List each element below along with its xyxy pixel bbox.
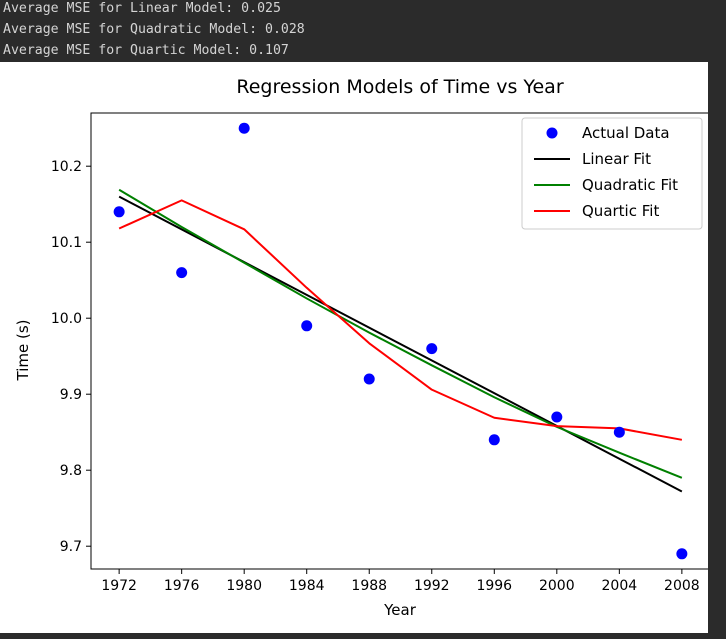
- chart-title: Regression Models of Time vs Year: [236, 76, 563, 98]
- y-tick-label: 10.1: [51, 235, 82, 251]
- regression-chart: Regression Models of Time vs Year 1972 19…: [14, 76, 711, 619]
- x-tick-label: 1976: [164, 578, 200, 594]
- actual-data-point: [301, 320, 313, 332]
- actual-data-point: [113, 206, 125, 218]
- plot-area: [90, 112, 711, 570]
- actual-data-point: [613, 426, 625, 438]
- actual-data-point: [676, 548, 688, 560]
- actual-data-point: [426, 343, 438, 355]
- actual-data-point: [176, 267, 188, 279]
- y-tick-label: 10.2: [51, 159, 82, 175]
- y-tick-label: 9.8: [60, 463, 82, 479]
- y-tick-label: 9.9: [60, 387, 82, 403]
- x-tick-label: 1972: [101, 578, 137, 594]
- x-tick-label: 1996: [476, 578, 512, 594]
- actual-data-point: [488, 434, 500, 446]
- actual-data-point: [363, 373, 375, 385]
- console-output: Average MSE for Linear Model: 0.025 Aver…: [0, 0, 726, 62]
- x-tick-label: 1988: [351, 578, 387, 594]
- y-tick-label: 9.7: [60, 539, 82, 555]
- y-tick-label: 10.0: [51, 311, 82, 327]
- console-line-quadratic-mse: Average MSE for Quadratic Model: 0.028: [3, 22, 305, 37]
- console-line-quartic-mse: Average MSE for Quartic Model: 0.107: [3, 43, 289, 58]
- x-tick-label: 2004: [602, 578, 638, 594]
- x-axis-label: Year: [383, 601, 417, 619]
- quartic-fit-legend-label: Quartic Fit: [582, 202, 659, 220]
- x-tick-label: 1992: [414, 578, 450, 594]
- quartic-fit-line: [118, 199, 683, 441]
- quadratic-fit-legend-label: Quadratic Fit: [582, 176, 678, 194]
- x-axis: 1972 1976 1980 1984 1988 1992 1996 2000 2004 2008: [101, 569, 700, 594]
- actual-data-legend-label: Actual Data: [582, 124, 670, 142]
- console-line-linear-mse: Average MSE for Linear Model: 0.025: [3, 1, 281, 16]
- x-tick-label: 1984: [289, 578, 325, 594]
- legend-box: [521, 117, 703, 230]
- x-tick-label: 1980: [226, 578, 262, 594]
- x-tick-label: 2008: [664, 578, 700, 594]
- linear-fit-line: [118, 195, 683, 493]
- y-axis-label: Time (s): [14, 320, 32, 382]
- y-axis: 9.7 9.8 9.9 10.0 10.1 10.2: [51, 159, 91, 555]
- actual-data-legend-marker: [546, 127, 558, 139]
- actual-data-point: [551, 411, 563, 423]
- actual-data-point: [238, 122, 250, 134]
- legend: Actual Data Linear Fit Quadratic Fit Quarti…: [521, 117, 703, 230]
- linear-fit-legend-label: Linear Fit: [582, 150, 651, 168]
- quadratic-fit-line: [118, 188, 683, 479]
- x-tick-label: 2000: [539, 578, 575, 594]
- chart-figure: Regression Models of Time vs Year 1972 19…: [0, 62, 711, 633]
